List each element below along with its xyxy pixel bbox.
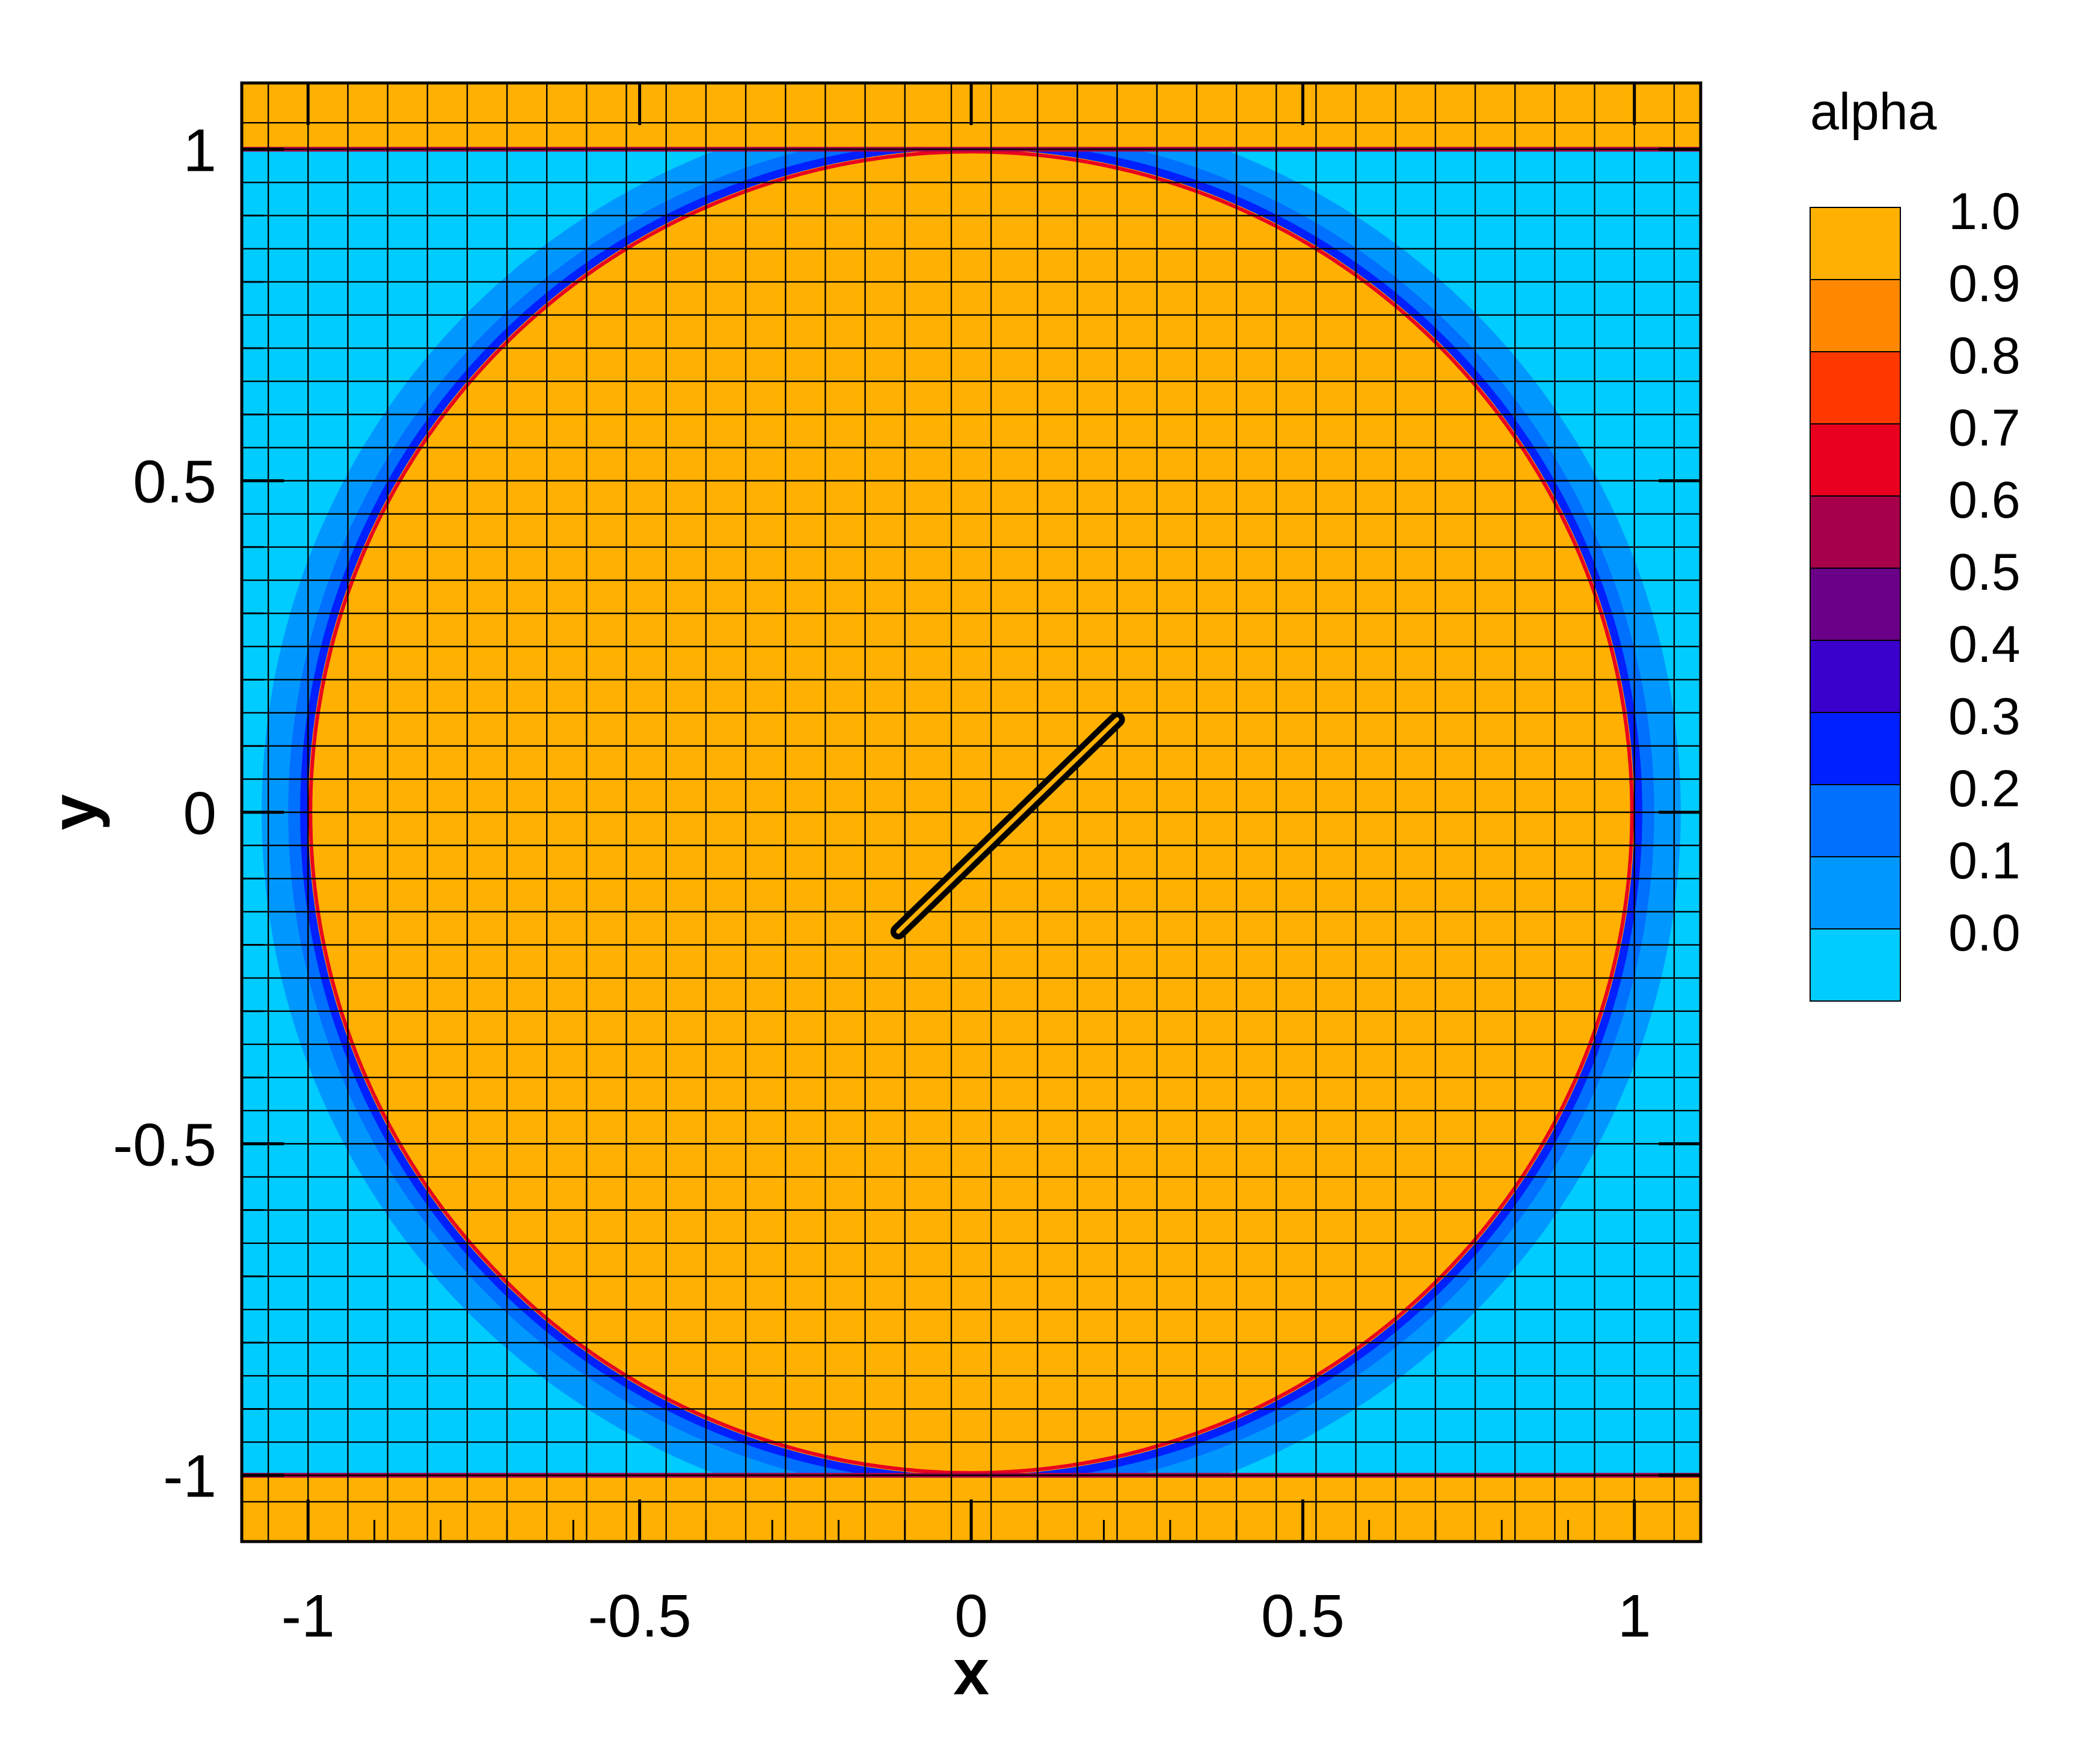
mesh-grid [242,83,1701,1542]
legend-label: 0.7 [1948,399,2021,457]
legend-label: 0.4 [1948,616,2021,673]
x-tick-label: -0.5 [588,1582,691,1650]
legend-swatch [1810,928,1901,1002]
legend-swatch [1810,351,1901,424]
legend-label: 0.5 [1948,544,2021,601]
legend-label: 1.0 [1948,183,2021,240]
legend-label: 0.6 [1948,471,2021,529]
y-axis-label: y [37,794,110,830]
legend-label: 0.1 [1948,832,2021,890]
legend-label: 0.0 [1948,904,2021,962]
legend-swatch [1810,279,1901,352]
legend-swatch [1810,712,1901,785]
legend-swatch [1810,784,1901,857]
x-tick-label: 0 [954,1582,988,1650]
legend-swatch [1810,423,1901,497]
y-tick-label: 1 [183,117,216,184]
y-tick-label: 0.5 [133,449,216,516]
x-tick-label: 0.5 [1261,1582,1345,1650]
y-tick-label: -1 [163,1443,216,1510]
legend-label: 0.9 [1948,255,2021,313]
x-axis-label: x [953,1635,989,1708]
x-axis-ticks: -1 -0.5 0 0.5 1 [241,83,1702,1650]
x-tick-label: -1 [281,1582,335,1650]
y-tick-label: 0 [183,780,216,847]
legend-swatch [1810,207,1901,280]
segment-core [896,717,1120,934]
legend-swatch [1810,640,1901,713]
line-segment [890,711,1125,940]
legend-swatch [1810,495,1901,569]
x-tick-label: 1 [1618,1582,1651,1650]
y-tick-label: -0.5 [113,1111,216,1178]
legend-swatch [1810,568,1901,641]
legend-label: 0.3 [1948,688,2021,746]
legend-swatch [1810,856,1901,930]
color-legend: alpha 1.0 0.9 0.8 0.7 0.6 0.5 0.4 0.3 0.2 0.1 0.0 [1810,83,2021,1002]
legend-label: 0.2 [1948,760,2021,818]
legend-title: alpha [1810,83,1937,141]
y-axis-ticks: -1 -0.5 0 0.5 1 [113,82,1701,1543]
legend-label: 0.8 [1948,327,2021,385]
